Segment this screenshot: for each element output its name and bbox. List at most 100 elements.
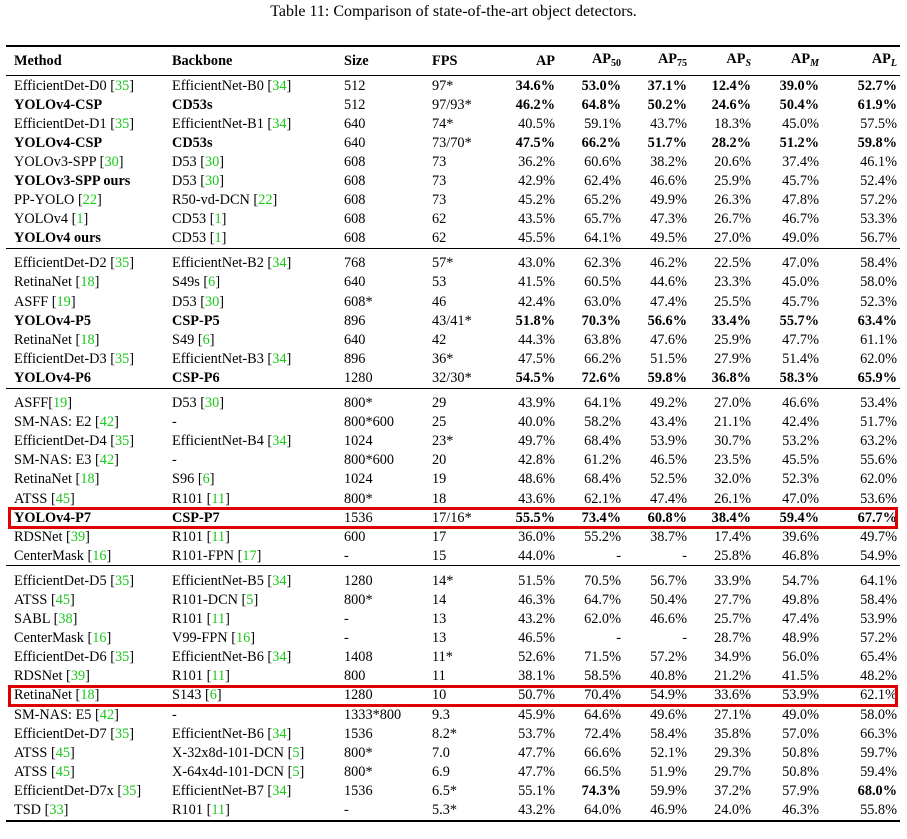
cell-apm: 50.8% bbox=[782, 744, 819, 761]
cell-fps: 20 bbox=[432, 452, 447, 469]
cell-method: ASFF [19] bbox=[14, 293, 76, 310]
cell-ap: 43.2% bbox=[518, 611, 555, 628]
cell-size: 800* bbox=[344, 744, 373, 761]
cell-fps: 9.3 bbox=[432, 706, 450, 723]
citation-ref: 33 bbox=[49, 802, 64, 819]
citation-ref: 34 bbox=[272, 649, 287, 666]
cell-backbone: R101 [11] bbox=[172, 528, 230, 545]
cell-fps: 17 bbox=[432, 528, 447, 545]
cell-ap50: - bbox=[616, 547, 621, 564]
cell-ap: 46.5% bbox=[518, 630, 555, 647]
cell-fps: 73 bbox=[432, 192, 447, 209]
cell-backbone: D53 [30] bbox=[172, 153, 225, 170]
cell-aps: 28.2% bbox=[711, 134, 751, 151]
method-name: EfficientDet-D1 bbox=[14, 115, 107, 132]
cell-aps: 24.6% bbox=[711, 96, 751, 113]
cell-ap75: 40.8% bbox=[650, 668, 687, 685]
cell-apm: 39.0% bbox=[779, 77, 819, 94]
cell-ap50: 62.0% bbox=[584, 611, 621, 628]
cell-size: 1280 bbox=[344, 565, 432, 591]
table-row: ATSS [45] X-32x8d-101-DCN [5] 800* 7.0 47.7%… bbox=[6, 743, 900, 762]
cell-apl: 66.3% bbox=[860, 725, 897, 742]
cell-ap75: 60.8% bbox=[647, 509, 687, 526]
cell-ap75: 50.2% bbox=[647, 96, 687, 113]
cell-ap: 41.5% bbox=[518, 274, 555, 291]
cell-method: ATSS [45] bbox=[14, 763, 75, 780]
cell-apm: 57.0% bbox=[782, 725, 819, 742]
cell-apl: 57.2% bbox=[860, 630, 897, 647]
cell-ap75: 44.6% bbox=[650, 274, 687, 291]
method-name: YOLOv4-P7 bbox=[14, 509, 92, 526]
backbone-name: D53 bbox=[172, 395, 197, 412]
cell-apm: 46.8% bbox=[782, 547, 819, 564]
cell-ap50: 72.6% bbox=[581, 369, 621, 386]
table-row: YOLOv4-P6 CSP-P6 1280 32/30* 54.5% 72.6% 59.8%… bbox=[6, 368, 900, 388]
cell-apl: 56.7% bbox=[860, 230, 897, 247]
cell-ap75: 47.3% bbox=[650, 211, 687, 228]
cell-fps: 6.9 bbox=[432, 763, 450, 780]
cell-ap75: 43.7% bbox=[650, 115, 687, 132]
method-name: EfficientDet-D5 bbox=[14, 572, 107, 589]
cell-method: YOLOv3-SPP [30] bbox=[14, 153, 124, 170]
cell-ap50: 62.4% bbox=[584, 173, 621, 190]
cell-apm: 46.3% bbox=[754, 800, 822, 822]
cell-fps: 73/70* bbox=[432, 134, 472, 151]
table-row: ASFF[19] D53 [30] 800* 29 43.9% 64.1% 49.2% 27.… bbox=[6, 387, 900, 413]
cell-apl: 52.3% bbox=[860, 293, 897, 310]
header-size: Size bbox=[344, 45, 432, 76]
cell-ap75: 38.7% bbox=[650, 528, 687, 545]
cell-apm: 57.9% bbox=[782, 782, 819, 799]
cell-fps: 43/41* bbox=[432, 312, 472, 329]
cell-ap50: 63.8% bbox=[584, 331, 621, 348]
cell-aps: 38.4% bbox=[711, 509, 751, 526]
method-name: SM-NAS: E2 bbox=[14, 414, 92, 431]
cell-backbone: EfficientNet-B0 [34] bbox=[172, 77, 292, 94]
cell-aps: 36.8% bbox=[711, 369, 751, 386]
cell-apl: 58.0% bbox=[860, 706, 897, 723]
cell-ap: 45.9% bbox=[518, 706, 555, 723]
cell-fps: 25 bbox=[432, 414, 447, 431]
cell-apm: 51.2% bbox=[779, 134, 819, 151]
cell-ap: 55.1% bbox=[518, 782, 555, 799]
table-row: YOLOv4 ours CD53 [1] 608 62 45.5% 64.1% 49.5% 2… bbox=[6, 229, 900, 249]
cell-size: 800* bbox=[344, 387, 432, 413]
cell-backbone: D53 [30] bbox=[172, 293, 225, 310]
table-row: EfficientDet-D7x [35] EfficientNet-B7 [34… bbox=[6, 781, 900, 800]
backbone-name: CD53s bbox=[172, 134, 213, 151]
cell-apl: 68.0% bbox=[857, 782, 897, 799]
cell-ap: 43.9% bbox=[502, 387, 558, 413]
cell-size: 640 bbox=[344, 115, 366, 132]
cell-ap: 47.7% bbox=[518, 763, 555, 780]
cell-ap: 50.7% bbox=[518, 687, 555, 704]
header-backbone: Backbone bbox=[172, 45, 344, 76]
cell-ap75: 46.9% bbox=[624, 800, 690, 822]
cell-apm: 47.4% bbox=[782, 611, 819, 628]
cell-size: 608 bbox=[344, 211, 366, 228]
cell-apm: 45.5% bbox=[782, 452, 819, 469]
cell-apl: 53.3% bbox=[860, 211, 897, 228]
cell-apm: 47.8% bbox=[782, 192, 819, 209]
cell-ap: 46.3% bbox=[518, 591, 555, 608]
cell-apl: 52.4% bbox=[860, 173, 897, 190]
citation-ref: 35 bbox=[114, 255, 130, 272]
cell-ap75: - bbox=[682, 630, 687, 647]
cell-fps: 32/30* bbox=[432, 369, 472, 386]
cell-aps: 34.9% bbox=[714, 649, 751, 666]
cell-aps: 26.7% bbox=[714, 211, 751, 228]
header-fps: FPS bbox=[432, 45, 502, 76]
cell-ap: 49.7% bbox=[518, 433, 555, 450]
cell-ap50: 64.0% bbox=[558, 800, 624, 822]
cell-apl: 55.8% bbox=[822, 800, 900, 822]
cell-ap: 53.7% bbox=[518, 725, 555, 742]
cell-aps: 26.3% bbox=[714, 192, 751, 209]
method-name: YOLOv3-SPP ours bbox=[14, 173, 131, 190]
cell-method: YOLOv3-SPP ours bbox=[6, 171, 172, 190]
cell-ap: 38.1% bbox=[518, 668, 555, 685]
citation-ref: 18 bbox=[80, 274, 95, 291]
cell-size: 800* bbox=[344, 591, 373, 608]
cell-ap50: 58.2% bbox=[584, 414, 621, 431]
backbone-name: R101 bbox=[172, 802, 203, 819]
cell-backbone: EfficientNet-B7 [34] bbox=[172, 782, 292, 799]
cell-backbone: - bbox=[172, 451, 344, 470]
cell-size: 1536 bbox=[344, 782, 373, 799]
